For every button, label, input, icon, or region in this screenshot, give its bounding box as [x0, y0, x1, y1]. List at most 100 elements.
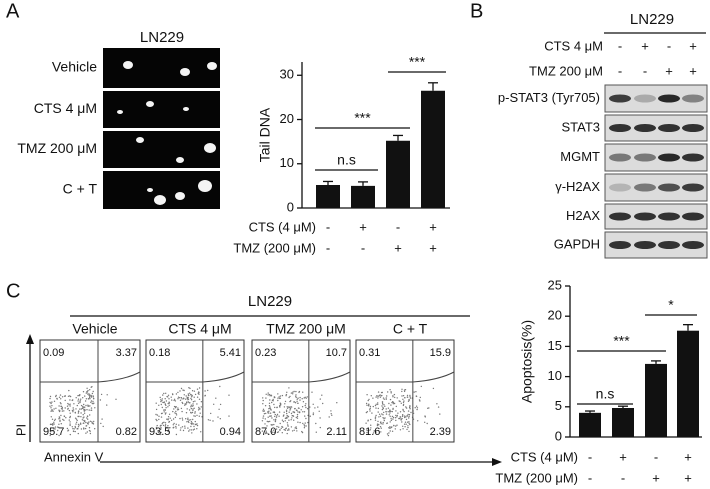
event — [76, 404, 79, 407]
event — [279, 422, 281, 425]
band — [634, 94, 656, 103]
event — [79, 401, 81, 404]
event — [180, 427, 182, 429]
band — [609, 124, 631, 132]
event — [409, 396, 411, 398]
event — [91, 402, 93, 404]
event — [269, 420, 271, 423]
event — [372, 405, 374, 408]
event — [66, 427, 69, 430]
event — [164, 424, 167, 426]
event — [58, 418, 60, 420]
event — [192, 401, 195, 403]
event — [94, 428, 96, 430]
event — [53, 419, 56, 422]
event — [377, 402, 379, 404]
event — [175, 412, 177, 415]
comet — [204, 143, 216, 153]
event — [399, 411, 402, 413]
event — [367, 399, 369, 402]
event — [164, 413, 167, 415]
event — [267, 411, 269, 413]
event — [167, 406, 169, 408]
event — [86, 415, 89, 418]
event — [386, 422, 388, 424]
event — [379, 396, 382, 398]
event — [317, 406, 319, 408]
event — [273, 411, 275, 413]
event — [183, 389, 185, 392]
event — [397, 412, 399, 414]
event — [262, 408, 265, 410]
event — [167, 416, 170, 418]
event — [173, 398, 176, 400]
event — [273, 419, 275, 421]
event — [93, 420, 95, 423]
event — [385, 398, 387, 400]
event — [191, 422, 193, 424]
event — [165, 400, 168, 402]
event — [268, 408, 270, 410]
event — [439, 413, 441, 415]
event — [77, 412, 80, 414]
event — [402, 398, 404, 400]
event — [391, 410, 393, 413]
event — [374, 416, 377, 418]
event — [378, 413, 381, 415]
event — [161, 412, 163, 414]
event — [158, 415, 160, 417]
event — [72, 428, 74, 430]
event — [184, 403, 186, 405]
event — [181, 426, 184, 428]
event — [389, 427, 391, 429]
event — [269, 406, 271, 408]
event — [288, 411, 290, 413]
significance-label: n.s — [337, 152, 356, 168]
event — [408, 417, 410, 419]
flow-y-label: PI — [13, 424, 28, 436]
event — [84, 400, 87, 402]
event — [380, 431, 382, 433]
event — [87, 404, 89, 406]
event — [88, 421, 90, 423]
event — [427, 407, 429, 409]
event — [288, 419, 290, 421]
event — [371, 412, 373, 414]
event — [284, 429, 286, 431]
event — [279, 397, 281, 400]
event — [303, 424, 305, 426]
event — [275, 428, 278, 430]
event — [296, 398, 298, 400]
event — [165, 404, 167, 407]
event — [428, 407, 430, 409]
event — [164, 425, 166, 427]
quadrant-value: 87.0 — [255, 426, 276, 438]
event — [55, 407, 57, 409]
event — [375, 396, 377, 398]
quadrant-value: 10.7 — [326, 347, 347, 359]
event — [85, 432, 87, 434]
event — [64, 399, 66, 402]
event — [293, 429, 295, 431]
y-tick-label: 15 — [548, 338, 562, 353]
band — [609, 94, 631, 103]
event — [177, 396, 180, 398]
sign: + — [665, 63, 673, 78]
event — [286, 412, 288, 415]
event — [314, 407, 316, 409]
event — [395, 410, 397, 412]
event — [175, 414, 178, 416]
event — [156, 419, 158, 422]
event — [101, 418, 103, 420]
event — [382, 406, 384, 409]
event — [199, 412, 201, 414]
event — [193, 390, 196, 392]
event — [279, 402, 281, 404]
event — [49, 434, 51, 437]
event — [57, 429, 59, 432]
event — [100, 422, 102, 425]
event — [69, 433, 72, 436]
event — [403, 423, 406, 425]
event — [286, 417, 288, 420]
